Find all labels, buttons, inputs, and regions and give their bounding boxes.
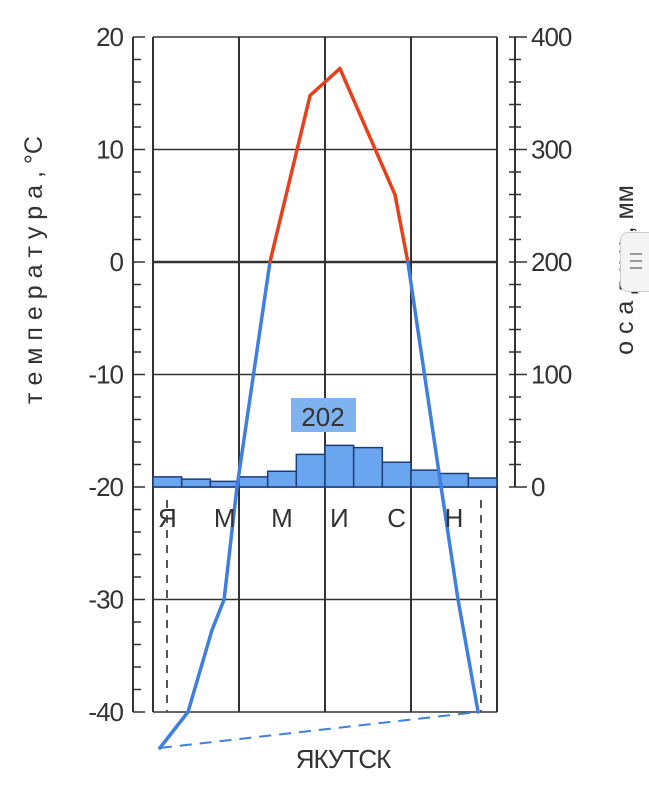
side-drawer-handle[interactable]	[620, 232, 649, 292]
left-tick-label: 10	[96, 135, 123, 165]
temperature-segment-cold	[456, 597, 480, 714]
left-tick-label: -30	[88, 585, 123, 615]
temperature-segment-warm	[268, 93, 312, 264]
temperature-winter-link	[159, 711, 479, 749]
left-tick-label: 0	[110, 247, 124, 277]
precip-bar-feb	[180, 478, 212, 488]
right-tick-label: 300	[531, 135, 572, 165]
grid	[152, 36, 498, 713]
month-label: И	[330, 503, 349, 533]
precip-bar-mar	[209, 480, 240, 488]
right-tick-label: 200	[531, 247, 572, 277]
precip-bar-jan	[152, 476, 183, 488]
temperature-segment-cold	[406, 260, 443, 489]
left-tick-label: -20	[88, 472, 123, 502]
right-tick-label: 0	[531, 472, 545, 502]
precip-bar-oct	[410, 469, 441, 488]
temperature-segment-cold	[222, 485, 239, 602]
temperature-segment-warm	[308, 66, 342, 98]
left-tick-label: -10	[88, 360, 123, 390]
month-label: Н	[445, 503, 464, 533]
chart-title: ЯКУТСК	[296, 744, 391, 774]
precip-bar-jul	[324, 444, 355, 488]
month-label: М	[271, 503, 293, 533]
annual-precip-label-bg	[291, 398, 356, 432]
temperature-segment-cold	[235, 260, 272, 489]
right-tick-label: 100	[531, 360, 572, 390]
precip-bar-jun	[295, 453, 326, 488]
temperature-segment-warm	[338, 66, 397, 197]
temperature-segment-warm	[393, 192, 410, 264]
right-tick-label: 400	[531, 22, 572, 52]
precip-bar-dec	[467, 477, 498, 488]
left-tick-label: -40	[88, 697, 123, 727]
month-label: М	[214, 503, 236, 533]
month-label: Я	[158, 503, 177, 533]
precip-bar-nov	[438, 472, 470, 488]
precipitation-bars	[152, 444, 498, 488]
left-axis-label: т е м п е р а т у р а , °С	[20, 136, 48, 404]
temperature-segment-cold	[439, 485, 460, 602]
temperature-segment-cold	[158, 710, 190, 750]
axes	[132, 36, 527, 713]
annual-precip-label: 202	[301, 402, 344, 432]
temperature-lines	[158, 66, 482, 750]
precip-bar-aug	[352, 446, 384, 488]
temperature-segment-cold	[210, 597, 226, 632]
precip-bar-may	[266, 470, 298, 488]
left-tick-label: 20	[96, 22, 123, 52]
temperature-segment-cold	[186, 628, 214, 714]
precip-bar-apr	[238, 476, 269, 488]
month-label: С	[387, 503, 406, 533]
precip-bar-sep	[381, 461, 412, 488]
